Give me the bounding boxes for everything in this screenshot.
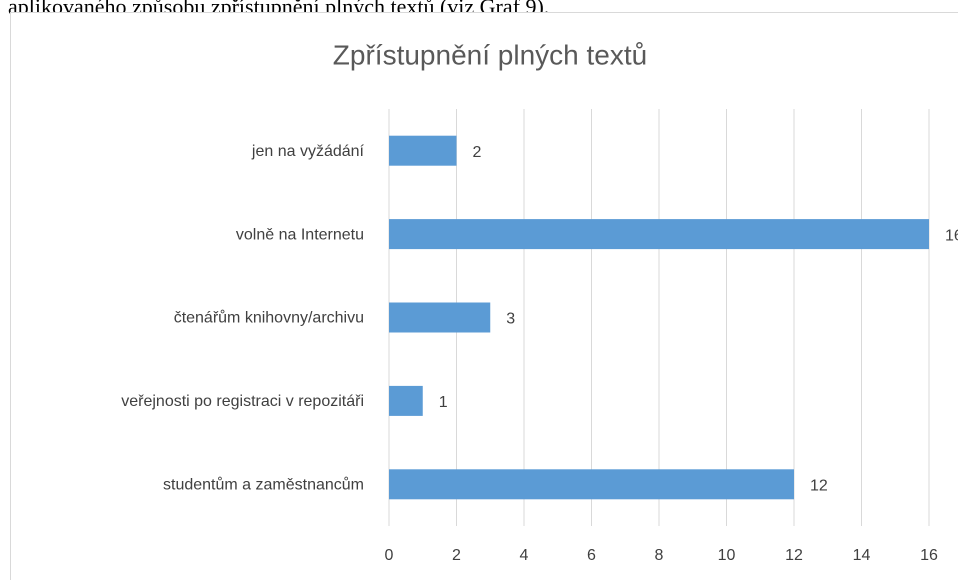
bar xyxy=(389,385,423,416)
x-tick-label: 14 xyxy=(853,547,871,564)
y-tick-label: studentům a zaměstnancům xyxy=(163,476,364,494)
x-tick-label: 2 xyxy=(452,547,461,564)
x-tick-label: 4 xyxy=(520,547,529,564)
data-label: 1 xyxy=(439,394,448,411)
x-tick-label: 10 xyxy=(718,547,736,564)
data-label: 3 xyxy=(506,311,515,328)
y-tick-label: volně na Internetu xyxy=(236,226,364,243)
bar xyxy=(389,135,457,166)
chart-title: Zpřístupnění plných textů xyxy=(333,39,647,70)
bar xyxy=(389,302,491,333)
data-label: 12 xyxy=(810,478,828,495)
y-tick-label: čtenářům knihovny/archivu xyxy=(174,309,364,327)
x-tick-label: 0 xyxy=(385,547,394,564)
x-tick-label: 6 xyxy=(587,547,596,564)
y-tick-label: jen na vyžádání xyxy=(251,143,365,160)
x-tick-label: 12 xyxy=(785,547,803,564)
data-label: 16 xyxy=(945,227,958,244)
bar xyxy=(389,469,794,500)
data-label: 2 xyxy=(473,144,482,161)
x-tick-label: 16 xyxy=(920,547,938,564)
bar xyxy=(389,219,929,250)
y-tick-label: veřejnosti po registraci v repozitáři xyxy=(121,393,364,410)
x-tick-label: 8 xyxy=(655,547,664,564)
